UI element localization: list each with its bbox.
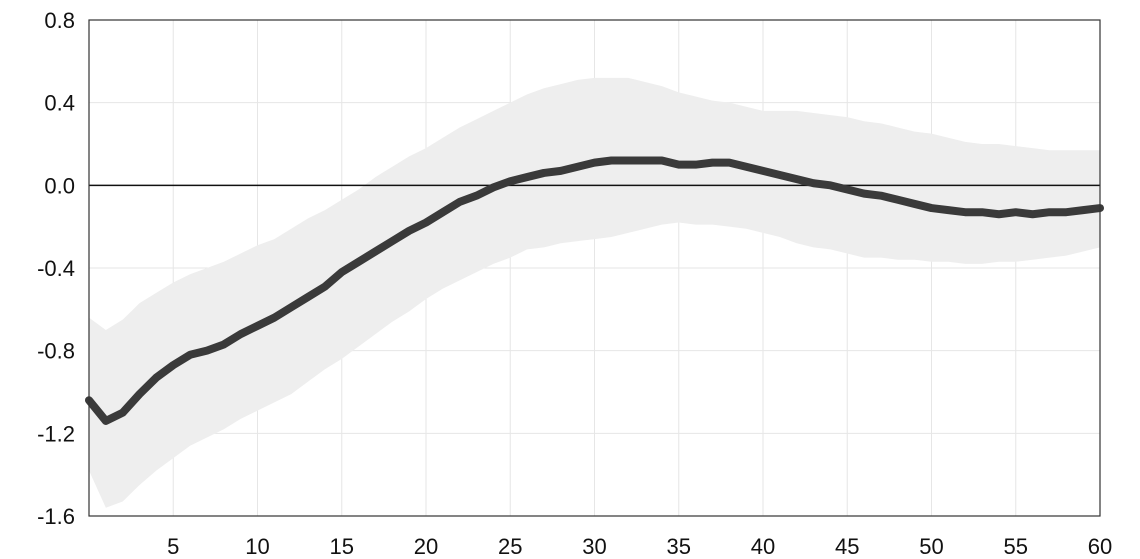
x-tick-label: 40 <box>751 534 775 559</box>
y-tick-label: -0.8 <box>37 339 75 364</box>
x-tick-label: 5 <box>167 534 179 559</box>
x-tick-label: 30 <box>582 534 606 559</box>
x-axis-tick-labels: 5 10 15 20 25 30 35 40 45 50 55 60 <box>167 534 1112 559</box>
x-tick-label: 35 <box>667 534 691 559</box>
y-tick-label: 0.4 <box>44 91 75 116</box>
series-line <box>85 156 1104 425</box>
y-tick-label: -1.2 <box>37 421 75 446</box>
y-tick-label: -1.6 <box>37 504 75 529</box>
y-tick-label: 0.8 <box>44 8 75 33</box>
x-tick-label: 10 <box>245 534 269 559</box>
x-tick-label: 50 <box>919 534 943 559</box>
x-tick-label: 45 <box>835 534 859 559</box>
y-tick-label: -0.4 <box>37 256 75 281</box>
x-tick-label: 60 <box>1088 534 1112 559</box>
x-tick-label: 25 <box>498 534 522 559</box>
series-line-layer <box>85 156 1104 425</box>
plot-frame <box>88 19 1101 517</box>
x-tick-label: 55 <box>1004 534 1028 559</box>
x-tick-label: 15 <box>330 534 354 559</box>
x-tick-label: 20 <box>414 534 438 559</box>
y-tick-label: 0.0 <box>44 173 75 198</box>
plot-frame-layer <box>88 19 1101 517</box>
y-axis-tick-labels: 0.8 0.4 0.0 -0.4 -0.8 -1.2 -1.6 <box>37 8 75 529</box>
